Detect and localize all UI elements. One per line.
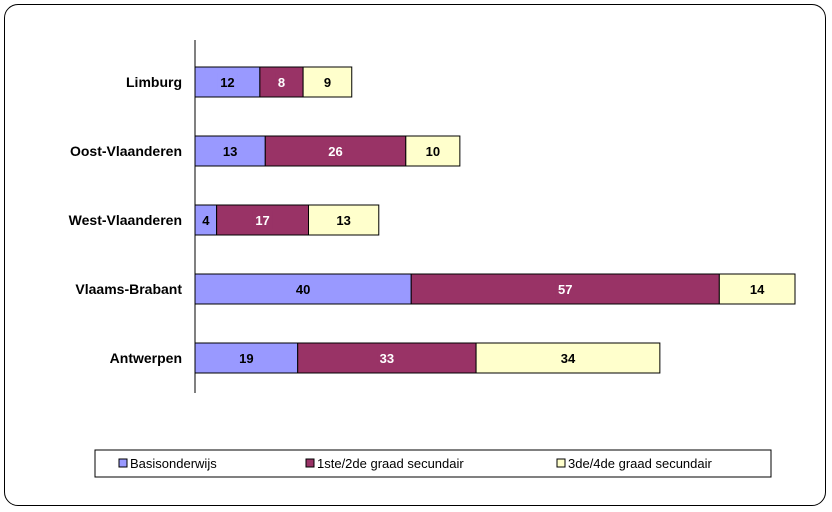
data-label: 40 [296,282,310,297]
data-label: 17 [255,213,269,228]
legend-swatch [118,458,128,468]
data-label: 9 [324,75,331,90]
legend-label: Basisonderwijs [130,456,217,471]
legend: Basisonderwijs 1ste/2de graad secundair 3d… [94,449,772,478]
data-label: 12 [220,75,234,90]
data-label-background [558,349,578,367]
category-label: Vlaams-Brabant [75,281,182,297]
data-label-background [423,142,443,160]
data-label-background [321,73,334,91]
data-label-background [555,280,575,298]
legend-swatch [556,458,566,468]
data-label: 26 [328,144,342,159]
data-label-background [252,211,273,229]
data-label: 57 [558,282,572,297]
data-label: 33 [380,351,394,366]
legend-swatch [305,458,315,468]
data-label: 34 [561,351,576,366]
category-label: Antwerpen [110,350,182,366]
data-label: 19 [239,351,253,366]
data-label-background [334,211,354,229]
legend-label: 3de/4de graad secundair [568,456,713,471]
data-label-background [747,280,767,298]
data-label-background [275,73,288,91]
data-label: 13 [223,144,237,159]
data-label: 4 [202,213,210,228]
data-label: 8 [278,75,285,90]
data-label-background [217,73,238,91]
data-label-background [236,349,256,367]
data-label: 13 [336,213,350,228]
plot-area: Antwerpen 19 33 34 Vlaams-Brabant 40 57 14 West-… [69,66,796,374]
data-label-background [293,280,313,298]
chart-frame [4,4,826,506]
data-label: 14 [750,282,765,297]
data-label: 10 [426,144,440,159]
category-label: West-Vlaanderen [69,212,182,228]
category-label: Limburg [126,74,182,90]
data-label-background [325,142,346,160]
legend-label: 1ste/2de graad secundair [317,456,464,471]
legend-box [94,449,772,478]
category-label: Oost-Vlaanderen [70,143,182,159]
data-label-background [220,142,240,160]
data-label-background [377,349,397,367]
data-label-background [200,211,212,229]
